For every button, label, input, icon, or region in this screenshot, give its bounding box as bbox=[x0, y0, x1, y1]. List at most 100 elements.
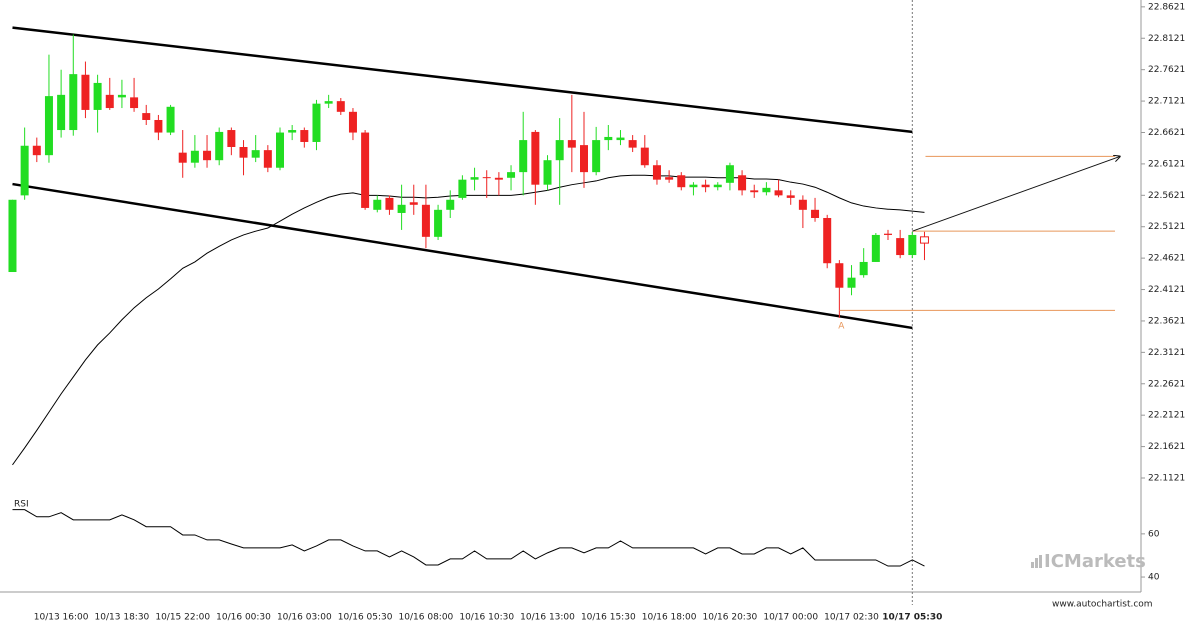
x-tick-label: 10/16 10:30 bbox=[459, 613, 514, 623]
x-tick-label: 10/16 20:30 bbox=[703, 613, 758, 623]
candle-body bbox=[847, 277, 856, 288]
candle-body bbox=[604, 136, 613, 141]
candle-body bbox=[482, 177, 491, 179]
candle-body bbox=[713, 184, 722, 188]
y-tick-label: 22.7121 bbox=[1148, 97, 1185, 107]
candle-body bbox=[142, 113, 151, 120]
x-tick-label: 10/16 18:00 bbox=[642, 613, 697, 623]
y-tick-label: 22.5621 bbox=[1148, 191, 1185, 201]
candle-body bbox=[409, 202, 418, 205]
candle-body bbox=[8, 199, 17, 273]
y-tick-label: 22.2621 bbox=[1148, 379, 1185, 389]
candle-body bbox=[93, 82, 102, 110]
candle-body bbox=[239, 147, 248, 158]
x-tick-label: 10/17 05:30 bbox=[882, 613, 942, 623]
x-tick-label: 10/17 02:30 bbox=[824, 613, 879, 623]
candle-body bbox=[811, 209, 820, 218]
candle-body bbox=[421, 204, 430, 237]
candle-body bbox=[312, 103, 321, 142]
candle-body bbox=[166, 106, 175, 133]
candle-body bbox=[555, 140, 564, 161]
candle-body bbox=[130, 97, 139, 109]
footer: www.autochartist.com bbox=[1052, 600, 1153, 610]
y-tick-label: 22.4621 bbox=[1148, 254, 1185, 264]
candle-body bbox=[908, 234, 917, 256]
rsi-tick-label: 40 bbox=[1148, 573, 1160, 583]
candle-body bbox=[470, 177, 479, 180]
y-tick-label: 22.6121 bbox=[1148, 159, 1185, 169]
rsi-line bbox=[12, 509, 925, 567]
candle-body bbox=[288, 130, 297, 133]
candle-body bbox=[397, 204, 406, 213]
y-tick-label: 22.7621 bbox=[1148, 65, 1185, 75]
x-tick-label: 10/16 05:30 bbox=[338, 613, 393, 623]
candle-body bbox=[823, 217, 832, 264]
candle-body bbox=[215, 131, 224, 161]
x-tick-label: 10/16 00:30 bbox=[216, 613, 271, 623]
candle-body bbox=[665, 177, 674, 180]
logo-icon bbox=[1031, 555, 1042, 568]
candle-body bbox=[786, 195, 795, 198]
x-tick-label: 10/16 13:00 bbox=[520, 613, 575, 623]
y-tick-label: 22.4121 bbox=[1148, 285, 1185, 295]
candle-body bbox=[434, 209, 443, 237]
candle-body bbox=[276, 132, 284, 168]
candle-body bbox=[385, 197, 394, 210]
y-tick-label: 22.2121 bbox=[1148, 411, 1185, 421]
candle-body bbox=[859, 261, 868, 276]
candle-body bbox=[519, 140, 528, 173]
rsi-tick-label: 60 bbox=[1148, 529, 1160, 539]
candle-body bbox=[251, 150, 260, 158]
candle-body bbox=[81, 74, 90, 110]
candle-body bbox=[105, 94, 114, 109]
candle-body bbox=[44, 96, 53, 156]
y-tick-label: 22.5121 bbox=[1148, 222, 1185, 232]
candle-body bbox=[725, 165, 734, 183]
candle-body bbox=[919, 236, 929, 244]
y-tick-label: 22.1621 bbox=[1148, 442, 1185, 452]
candle-body bbox=[616, 137, 625, 141]
candle-body bbox=[446, 199, 455, 210]
candle-body bbox=[774, 190, 783, 196]
candle-body bbox=[117, 94, 126, 98]
candle-body bbox=[677, 175, 686, 188]
candle-body bbox=[871, 234, 880, 262]
candle-body bbox=[652, 165, 661, 180]
candle-body bbox=[336, 101, 345, 112]
x-tick-label: 10/13 16:00 bbox=[34, 613, 89, 623]
y-tick-label: 22.3121 bbox=[1148, 348, 1185, 358]
candle-body bbox=[507, 172, 516, 178]
candle-body bbox=[227, 130, 236, 147]
x-tick-label: 10/16 08:00 bbox=[399, 613, 454, 623]
candle-body bbox=[494, 177, 503, 180]
candle-body bbox=[750, 190, 759, 193]
y-tick-label: 22.3621 bbox=[1148, 316, 1185, 326]
candle-body bbox=[324, 101, 333, 104]
watermark: ICMarkets bbox=[1044, 551, 1146, 572]
candle-body bbox=[738, 175, 747, 191]
candle-body bbox=[57, 94, 66, 131]
candle-body bbox=[628, 140, 637, 148]
y-tick-label: 22.6621 bbox=[1148, 128, 1185, 138]
candle-body bbox=[884, 233, 892, 235]
candle-body bbox=[567, 140, 576, 148]
rsi-label: RSI bbox=[14, 500, 29, 510]
candle-body bbox=[154, 119, 163, 133]
candle-body bbox=[689, 184, 698, 188]
candle-body bbox=[762, 187, 771, 193]
candle-body bbox=[798, 199, 807, 210]
candle-body bbox=[543, 160, 552, 185]
candle-body bbox=[701, 184, 710, 188]
candle-body bbox=[361, 132, 370, 208]
forecast-arrow bbox=[912, 156, 1120, 232]
pattern-point-label: A bbox=[838, 321, 845, 331]
candle-body bbox=[190, 150, 199, 163]
candle-body bbox=[69, 74, 78, 131]
x-tick-label: 10/16 15:30 bbox=[581, 613, 636, 623]
x-tick-label: 10/13 18:30 bbox=[95, 613, 150, 623]
candle-body bbox=[178, 152, 187, 163]
candle-body bbox=[300, 130, 309, 142]
candle-body bbox=[203, 150, 212, 161]
candle-body bbox=[640, 147, 649, 166]
candle-body bbox=[348, 111, 357, 133]
